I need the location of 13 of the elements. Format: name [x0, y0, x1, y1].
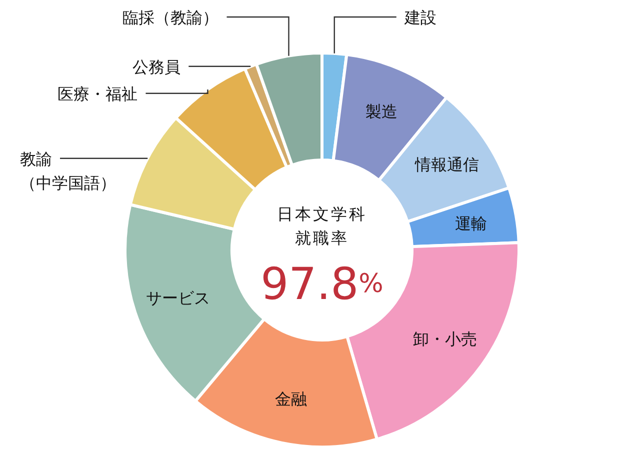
slice-label: 建設 — [403, 8, 436, 26]
slice-label: 公務員 — [132, 56, 181, 76]
slice-label: 製造 — [366, 101, 398, 120]
slice-label: 医療・福祉 — [58, 84, 138, 103]
slice-label: 運輸 — [455, 214, 488, 233]
slice-label: 金融 — [274, 388, 307, 408]
slice-label: 卸・小売 — [412, 329, 477, 348]
text: 97.8% — [260, 258, 384, 310]
text: 日本文学科就職率 — [277, 204, 367, 248]
slice-label: 臨採（教諭） — [122, 8, 219, 26]
slice-label: 情報通信 — [414, 154, 479, 174]
slice-label: 教諭（中学国語） — [20, 148, 116, 192]
slice-label: サービス — [146, 288, 210, 308]
